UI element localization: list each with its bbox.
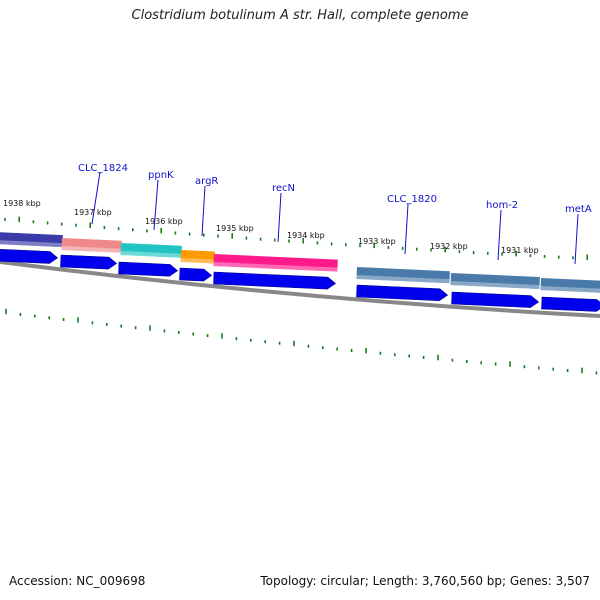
position-label-1934: 1934 kbp bbox=[287, 231, 325, 240]
position-label-1933: 1933 kbp bbox=[358, 237, 396, 246]
salmon-gene bbox=[61, 237, 122, 253]
gene-block-body bbox=[180, 250, 215, 264]
navy-gene bbox=[0, 232, 63, 248]
orange-gene bbox=[180, 250, 215, 264]
tick-track-upper bbox=[4, 216, 589, 261]
position-label-1938: 1938 kbp bbox=[3, 199, 41, 208]
position-label-1932: 1932 kbp bbox=[430, 242, 468, 251]
position-label-1935: 1935 kbp bbox=[216, 224, 254, 233]
gene-block-body bbox=[540, 277, 600, 293]
cds-arrow-track bbox=[0, 248, 600, 312]
cds-arrow bbox=[356, 284, 449, 302]
gene-block-body bbox=[120, 243, 182, 258]
gene-block-shade bbox=[180, 257, 215, 264]
recN-gene bbox=[213, 253, 338, 272]
gene-label-clc1820[interactable]: CLC_1820 bbox=[387, 194, 437, 205]
cds-arrow bbox=[118, 261, 179, 277]
position-label-1936: 1936 kbp bbox=[145, 217, 183, 226]
gene-label-hom2[interactable]: hom-2 bbox=[486, 200, 518, 211]
cds-arrow bbox=[179, 267, 213, 282]
gene-block-shade bbox=[356, 274, 450, 284]
gene-block-body bbox=[450, 273, 540, 290]
genome-summary-text: Topology: circular; Length: 3,760,560 bp… bbox=[260, 574, 590, 588]
cds-arrow bbox=[451, 291, 540, 308]
gene-block-shade bbox=[450, 280, 540, 290]
gene-block-body bbox=[0, 232, 63, 248]
teal-gene bbox=[120, 243, 182, 258]
gene-label-metA[interactable]: metA bbox=[565, 204, 592, 215]
gene-label-recN[interactable]: recN bbox=[272, 183, 295, 194]
gene-block-body bbox=[61, 237, 122, 253]
gene-block-shade bbox=[213, 261, 338, 272]
position-label-1931: 1931 kbp bbox=[501, 246, 539, 255]
metA-gene bbox=[540, 277, 600, 293]
accession-text: Accession: NC_009698 bbox=[9, 574, 146, 588]
gene-label-argR[interactable]: argR bbox=[195, 176, 218, 187]
cds-arrow bbox=[60, 254, 118, 270]
cds-arrow bbox=[0, 248, 59, 264]
gene-track bbox=[0, 232, 600, 293]
gene-label-clc1824[interactable]: CLC_1824 bbox=[78, 163, 128, 174]
map-title: Clostridium botulinum A str. Hall, compl… bbox=[131, 8, 469, 23]
tick-track-lower bbox=[5, 308, 598, 375]
genome-backbone bbox=[0, 260, 600, 318]
gene-block-shade bbox=[0, 239, 63, 248]
cds-arrow bbox=[541, 296, 600, 312]
gene-label-leaders bbox=[91, 171, 579, 265]
gene-block-shade bbox=[61, 245, 122, 253]
position-label-1937: 1937 kbp bbox=[74, 208, 112, 217]
gene-label-ppnK[interactable]: ppnK bbox=[148, 170, 174, 181]
cds-arrow bbox=[213, 271, 337, 290]
hom2-gene bbox=[450, 273, 540, 290]
gene-block-shade bbox=[540, 285, 600, 293]
gene-block-body bbox=[213, 253, 338, 272]
clc1820-gene bbox=[356, 266, 450, 284]
gene-block-body bbox=[356, 266, 450, 284]
gene-block-shade bbox=[120, 250, 182, 258]
